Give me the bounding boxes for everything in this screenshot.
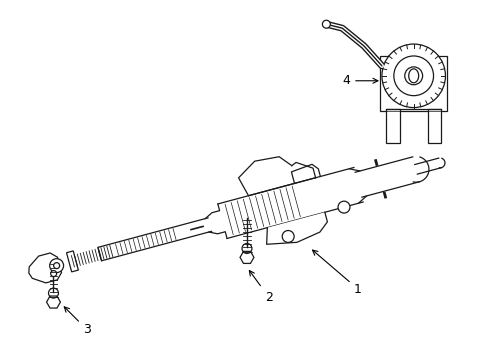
Polygon shape — [218, 167, 363, 238]
Bar — [428, 109, 441, 143]
Text: 2: 2 — [249, 271, 273, 303]
Polygon shape — [29, 253, 62, 283]
Text: 3: 3 — [64, 307, 91, 336]
Polygon shape — [355, 157, 419, 197]
Circle shape — [394, 56, 434, 96]
Circle shape — [322, 20, 330, 28]
Polygon shape — [267, 212, 327, 244]
Polygon shape — [47, 296, 60, 308]
Circle shape — [282, 230, 294, 242]
Text: 1: 1 — [313, 250, 362, 296]
Circle shape — [50, 271, 57, 276]
Circle shape — [338, 201, 350, 213]
Polygon shape — [240, 251, 254, 264]
Polygon shape — [67, 251, 78, 272]
Text: 4: 4 — [343, 74, 378, 87]
Bar — [380, 56, 447, 111]
Circle shape — [382, 44, 445, 108]
Circle shape — [54, 263, 60, 269]
Bar — [386, 109, 400, 143]
Circle shape — [405, 67, 422, 85]
Circle shape — [49, 259, 64, 273]
